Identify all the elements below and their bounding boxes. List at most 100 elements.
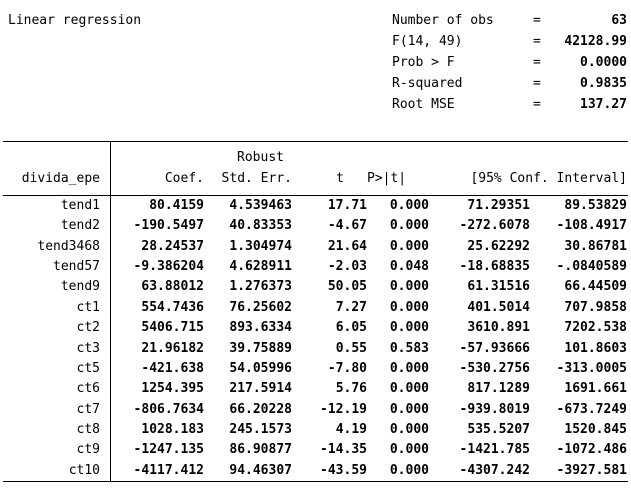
dependent-variable: divida_epe — [21, 171, 100, 186]
table-row: ct3 21.96182 39.75889 0.55 0.583 -57.93666 101… — [3, 339, 628, 359]
cell-hi: -3927.581 — [556, 462, 627, 478]
cell-se: 245.1573 — [229, 421, 292, 437]
table-top-rule — [3, 141, 628, 142]
cell-var: ct6 — [76, 381, 100, 397]
cell-var: ct7 — [76, 401, 100, 417]
cell-lo: 61.31516 — [467, 279, 530, 295]
cell-t: -14.35 — [320, 442, 367, 458]
cell-var: ct5 — [76, 360, 100, 376]
cell-se: 893.6334 — [229, 320, 292, 336]
cell-coef: 63.88012 — [141, 279, 204, 295]
cell-hi: 66.44509 — [564, 279, 627, 295]
cell-coef: 1254.395 — [141, 381, 204, 397]
cell-p: 0.000 — [389, 442, 429, 458]
stat-row: Root MSE = 137.27 — [392, 94, 627, 115]
stat-label: Number of obs — [392, 13, 494, 28]
cell-var: ct1 — [76, 299, 100, 315]
cell-lo: 71.29351 — [467, 198, 530, 213]
table-row: tend57 -9.386204 4.628911 -2.03 0.048 -18.688… — [3, 257, 628, 277]
cell-lo: -939.8019 — [459, 401, 530, 417]
robust-label: Robust — [237, 150, 284, 165]
cell-lo: -57.93666 — [459, 340, 530, 356]
cell-lo: -18.68835 — [459, 259, 530, 275]
cell-se: 1.304974 — [229, 238, 292, 254]
cell-p: 0.000 — [389, 381, 429, 397]
header-spacer — [100, 147, 204, 168]
equals-sign: = — [533, 13, 541, 28]
cell-coef: 80.4159 — [149, 198, 204, 213]
stat-label: R-squared — [392, 76, 463, 91]
stat-label: Root MSE — [392, 97, 455, 112]
cell-var: tend3468 — [37, 238, 100, 254]
equals-sign: = — [533, 55, 541, 70]
cell-var: ct8 — [76, 421, 100, 437]
stat-value: 0.9835 — [580, 76, 627, 91]
col-header-confint: [95% Conf. Interval] — [470, 171, 627, 186]
cell-hi: -1072.486 — [556, 442, 627, 458]
table-row: ct5 -421.638 54.05996 -7.80 0.000 -530.2756 -3… — [3, 359, 628, 379]
table-header-rule — [3, 195, 628, 196]
cell-var: ct9 — [76, 442, 100, 458]
cell-p: 0.000 — [389, 238, 429, 254]
cell-lo: 25.62292 — [467, 238, 530, 254]
cell-lo: -4307.242 — [459, 462, 530, 478]
cell-t: 4.19 — [335, 421, 367, 437]
cell-lo: 3610.891 — [467, 320, 530, 336]
col-header-coef: Coef. — [164, 171, 204, 186]
table-row: tend3468 28.24537 1.304974 21.64 0.000 25.622… — [3, 237, 628, 257]
cell-t: 5.76 — [335, 381, 367, 397]
cell-hi: 1691.661 — [564, 381, 627, 397]
cell-p: 0.000 — [389, 198, 429, 213]
cell-t: 21.64 — [327, 238, 367, 254]
cell-hi: 30.86781 — [564, 238, 627, 254]
table-row: tend1 80.4159 4.539463 17.71 0.000 71.29351 89… — [3, 196, 628, 216]
cell-p: 0.000 — [389, 279, 429, 295]
cell-p: 0.000 — [389, 320, 429, 336]
header-spacer — [8, 147, 100, 168]
cell-coef: -806.7634 — [133, 401, 204, 417]
cell-coef: -421.638 — [141, 360, 204, 376]
col-header-t: t — [336, 171, 344, 186]
cell-se: 76.25602 — [229, 299, 292, 315]
stat-label: Prob > F — [392, 55, 455, 70]
equals-sign: = — [533, 97, 541, 112]
cell-hi: -108.4917 — [556, 218, 627, 234]
col-header-p: P>|t| — [367, 171, 407, 186]
cell-t: -2.03 — [327, 259, 367, 275]
cell-t: -43.59 — [320, 462, 367, 478]
cell-p: 0.000 — [389, 421, 429, 437]
cell-coef: -190.5497 — [133, 218, 204, 234]
cell-coef: 5406.715 — [141, 320, 204, 336]
equals-sign: = — [533, 34, 541, 49]
cell-t: -12.19 — [320, 401, 367, 417]
stat-row: R-squared = 0.9835 — [392, 73, 627, 94]
stat-row: Number of obs = 63 — [392, 10, 627, 31]
cell-var: tend57 — [53, 259, 100, 275]
cell-lo: 535.5207 — [467, 421, 530, 437]
cell-t: 50.05 — [327, 279, 367, 295]
stat-value: 137.27 — [580, 97, 627, 112]
cell-p: 0.000 — [389, 218, 429, 234]
table-row: tend2 -190.5497 40.83353 -4.67 0.000 -272.607… — [3, 216, 628, 236]
cell-se: 39.75889 — [229, 340, 292, 356]
cell-p: 0.000 — [389, 299, 429, 315]
table-header: Robust divida_epe Coef. Std. Err. t P>|t… — [3, 142, 628, 195]
column-divider — [110, 141, 111, 482]
table-row: ct7 -806.7634 66.20228 -12.19 0.000 -939.8019… — [3, 400, 628, 420]
cell-lo: 401.5014 — [467, 299, 530, 315]
cell-var: tend1 — [60, 198, 100, 213]
cell-coef: 28.24537 — [141, 238, 204, 254]
table-row: ct10 -4117.412 94.46307 -43.59 0.000 -4307.24… — [3, 461, 628, 481]
stat-value: 42128.99 — [564, 34, 627, 49]
table-body: tend1 80.4159 4.539463 17.71 0.000 71.29351 89… — [3, 196, 628, 481]
cell-coef: 554.7436 — [141, 299, 204, 315]
cell-coef: -1247.135 — [133, 442, 204, 458]
regression-title: Linear regression — [8, 13, 142, 28]
cell-coef: -4117.412 — [133, 462, 204, 478]
cell-hi: 7202.538 — [564, 320, 627, 336]
cell-hi: -673.7249 — [556, 401, 627, 417]
cell-hi: 1520.845 — [564, 421, 627, 437]
cell-hi: -.0840589 — [556, 259, 627, 275]
stat-row: F(14, 49) = 42128.99 — [392, 31, 627, 52]
